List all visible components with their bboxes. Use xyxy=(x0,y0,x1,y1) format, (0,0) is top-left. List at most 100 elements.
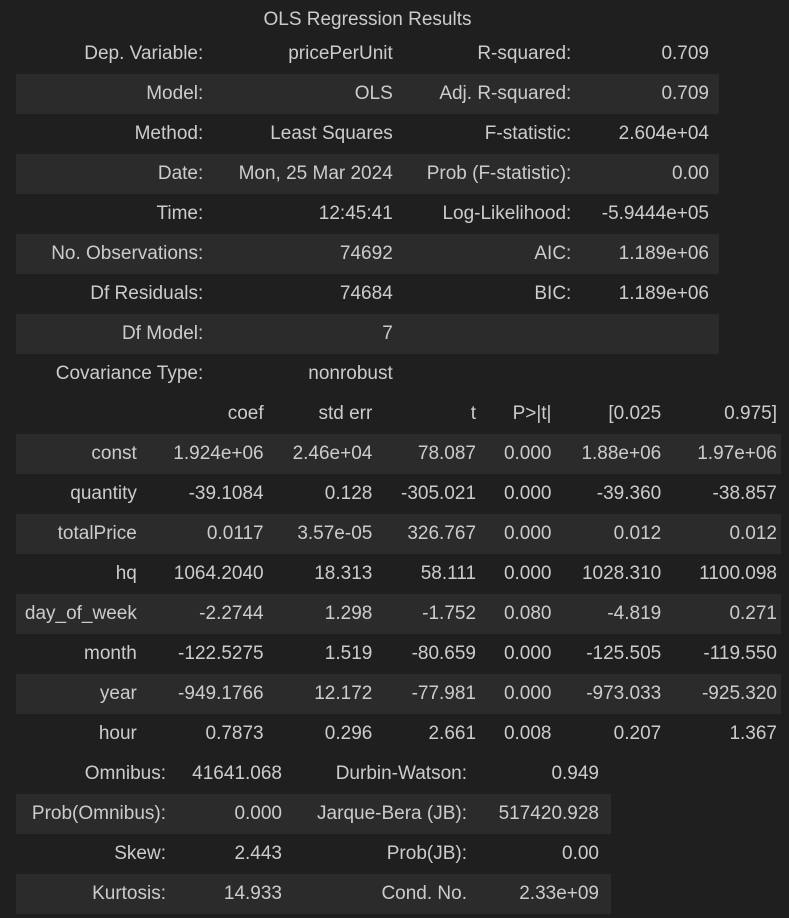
table-cell: -925.320 xyxy=(670,674,781,714)
table-cell: 78.087 xyxy=(379,434,485,474)
table-cell: 0.008 xyxy=(503,723,552,744)
column-header: [0.025 xyxy=(559,394,671,434)
column-header: P>|t| xyxy=(484,394,560,434)
diagnostic-value: 0.000 xyxy=(174,794,294,834)
summary-value: OLS xyxy=(215,74,406,114)
summary-value: nonrobust xyxy=(308,363,393,384)
diagnostic-label: Cond. No. xyxy=(294,874,479,914)
table-cell: 0.0117 xyxy=(145,514,268,554)
summary-label: Log-Likelihood: xyxy=(442,203,572,224)
summary-value: 1.189e+06 xyxy=(618,283,709,304)
table-row: Df Residuals: 74684 BIC: 1.189e+06 xyxy=(16,274,719,314)
summary-value: -5.9444e+05 xyxy=(601,203,709,224)
table-row: day_of_week -2.2744 1.298 -1.752 0.080 -… xyxy=(16,594,781,634)
table-cell: 1.88e+06 xyxy=(559,434,671,474)
summary-label: BIC: xyxy=(534,283,572,304)
diagnostic-label: Skew: xyxy=(114,843,166,864)
variable-name: year xyxy=(16,674,146,714)
summary-value: 1.189e+06 xyxy=(585,234,719,274)
table-row: Prob(Omnibus): 0.000 Jarque-Bera (JB): 5… xyxy=(16,794,611,834)
table-cell: 0.000 xyxy=(503,563,552,584)
diagnostic-label: Kurtosis: xyxy=(16,874,174,914)
summary-label: Dep. Variable: xyxy=(84,43,204,64)
table-cell: 1.519 xyxy=(324,643,373,664)
table-row: month -122.5275 1.519 -80.659 0.000 -125… xyxy=(16,634,781,674)
table-cell: 1028.310 xyxy=(581,563,662,584)
variable-name: hour xyxy=(98,723,137,744)
table-row: Covariance Type: nonrobust xyxy=(16,354,719,394)
summary-value xyxy=(585,354,719,394)
diagnostic-value: 517420.928 xyxy=(479,794,611,834)
table-row: hour 0.7873 0.296 2.661 0.008 0.207 1.36… xyxy=(16,714,781,754)
table-cell: 0.296 xyxy=(324,723,373,744)
summary-label: Df Residuals: xyxy=(90,283,204,304)
table-row: Dep. Variable: pricePerUnit R-squared: 0… xyxy=(16,34,719,74)
summary-label xyxy=(406,354,586,394)
table-row: No. Observations: 74692 AIC: 1.189e+06 xyxy=(16,234,719,274)
table-cell: 12.172 xyxy=(267,674,380,714)
column-header: 0.975] xyxy=(670,394,781,434)
table-row: const 1.924e+06 2.46e+04 78.087 0.000 1.… xyxy=(16,434,781,474)
summary-label: Adj. R-squared: xyxy=(405,74,586,114)
summary-label: Covariance Type: xyxy=(55,363,204,384)
table-caption: OLS Regression Results xyxy=(263,9,472,30)
table-row: totalPrice 0.0117 3.57e-05 326.767 0.000… xyxy=(16,514,781,554)
summary-label xyxy=(405,314,586,354)
table-row: quantity -39.1084 0.128 -305.021 0.000 -… xyxy=(16,474,781,514)
coefficient-table: coef std err t P>|t| [0.025 0.975] const… xyxy=(16,394,781,754)
table-row: Omnibus: 41641.068 Durbin-Watson: 0.949 xyxy=(16,754,611,794)
table-cell: 0.000 xyxy=(484,434,560,474)
table-cell: -125.505 xyxy=(586,643,662,664)
diagnostic-value: 14.933 xyxy=(174,874,294,914)
summary-label: AIC: xyxy=(405,234,586,274)
variable-name: quantity xyxy=(70,483,137,504)
table-cell: -80.659 xyxy=(411,643,477,664)
diagnostic-label: Prob(Omnibus): xyxy=(16,794,174,834)
diagnostic-value: 41641.068 xyxy=(192,763,282,784)
table-cell: -38.857 xyxy=(712,483,777,504)
table-cell: 1.367 xyxy=(729,723,777,744)
table-cell: 2.46e+04 xyxy=(267,434,380,474)
table-cell: -2.2744 xyxy=(145,594,268,634)
table-cell: 1064.2040 xyxy=(173,563,264,584)
table-header-row: coef std err t P>|t| [0.025 0.975] xyxy=(16,394,781,434)
variable-name: const xyxy=(16,434,146,474)
table-cell: -973.033 xyxy=(559,674,671,714)
summary-value: pricePerUnit xyxy=(288,43,393,64)
table-cell: -949.1766 xyxy=(145,674,268,714)
table-cell: -39.1084 xyxy=(188,483,264,504)
summary-value xyxy=(585,314,719,354)
column-header: coef xyxy=(145,394,268,434)
diagnostic-value: 2.443 xyxy=(234,843,282,864)
table-cell: 18.313 xyxy=(314,563,373,584)
table-cell: 326.767 xyxy=(379,514,485,554)
table-cell: 0.080 xyxy=(484,594,560,634)
summary-value: 0.709 xyxy=(585,74,719,114)
diagnostic-value: 0.949 xyxy=(551,763,599,784)
summary-label: Prob (F-statistic): xyxy=(405,154,586,194)
diagnostics-table: Omnibus: 41641.068 Durbin-Watson: 0.949 … xyxy=(16,754,611,914)
table-cell: 0.128 xyxy=(324,483,373,504)
diagnostic-label: Jarque-Bera (JB): xyxy=(294,794,479,834)
summary-label: Model: xyxy=(16,74,216,114)
diagnostic-value: 2.33e+09 xyxy=(479,874,611,914)
table-row: year -949.1766 12.172 -77.981 0.000 -973… xyxy=(16,674,781,714)
summary-value: Least Squares xyxy=(270,123,393,144)
diagnostic-label: Durbin-Watson: xyxy=(335,763,467,784)
table-cell: 1100.098 xyxy=(699,563,777,584)
summary-label: F-statistic: xyxy=(484,123,572,144)
column-header: std err xyxy=(267,394,380,434)
summary-value: 0.00 xyxy=(585,154,719,194)
table-row: hq 1064.2040 18.313 58.111 0.000 1028.31… xyxy=(16,554,781,594)
table-cell: 0.000 xyxy=(484,674,560,714)
table-cell: 0.012 xyxy=(559,514,671,554)
table-row: Model: OLS Adj. R-squared: 0.709 xyxy=(16,74,719,114)
summary-label: Method: xyxy=(134,123,204,144)
summary-label: Date: xyxy=(16,154,216,194)
table-cell: -1.752 xyxy=(379,594,485,634)
table-row: Skew: 2.443 Prob(JB): 0.00 xyxy=(16,834,611,874)
table-cell: 0.000 xyxy=(503,483,552,504)
table-cell: -4.819 xyxy=(559,594,671,634)
column-header: t xyxy=(379,394,485,434)
table-row: Time: 12:45:41 Log-Likelihood: -5.9444e+… xyxy=(16,194,719,234)
